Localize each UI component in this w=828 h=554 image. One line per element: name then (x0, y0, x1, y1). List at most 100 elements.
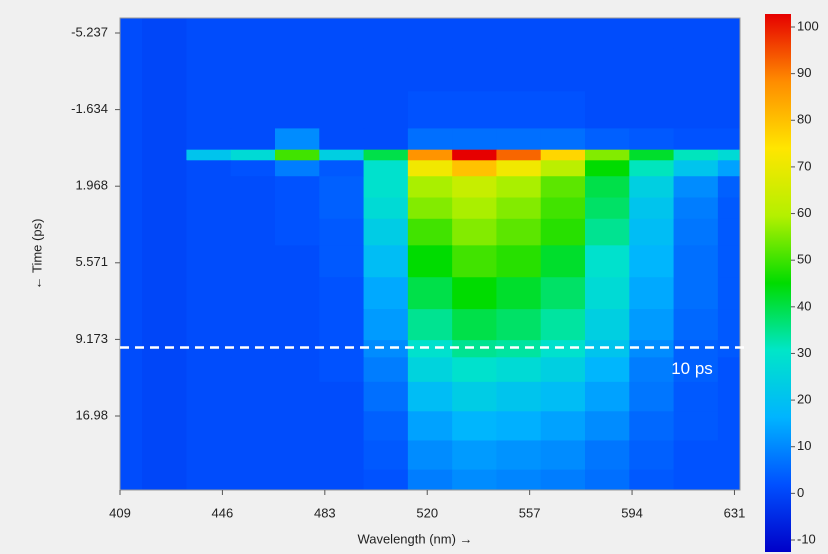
heatmap-cell (142, 128, 187, 151)
heatmap-cell (540, 340, 586, 358)
heatmap-cell (452, 18, 497, 50)
heatmap-cell (629, 91, 675, 129)
heatmap-cell (585, 357, 630, 383)
heatmap-cell (186, 128, 232, 151)
heatmap-cell (673, 197, 719, 220)
heatmap-cell (120, 197, 143, 220)
heatmap-cell (629, 469, 675, 491)
heatmap-cell (629, 48, 675, 92)
heatmap-cell (120, 176, 143, 199)
heatmap-cell (717, 176, 741, 199)
heatmap-cell (275, 149, 320, 161)
heatmap-cell (319, 340, 365, 358)
heatmap-cell (230, 18, 276, 50)
annotation-label: 10 ps (671, 359, 713, 378)
heatmap-cell (142, 91, 187, 129)
heatmap-cell (585, 91, 630, 129)
heatmap-cell (629, 411, 675, 441)
heatmap-cell (319, 245, 365, 278)
heatmap-cell (496, 277, 542, 310)
heatmap-cell (142, 176, 187, 199)
heatmap-cell (540, 440, 586, 471)
heatmap-cell (142, 149, 187, 161)
heatmap-cell (407, 411, 453, 441)
colorbar-tick-label: 10 (797, 438, 811, 453)
heatmap-cell (585, 440, 630, 471)
heatmap-cell (540, 245, 586, 278)
heatmap-cell (186, 160, 232, 177)
heatmap-cell (452, 128, 497, 151)
heatmap-cell (230, 440, 276, 471)
heatmap-cell (363, 340, 409, 358)
plot-frame (119, 17, 741, 491)
heatmap-cell (363, 18, 409, 50)
heatmap-cell (120, 149, 143, 161)
heatmap-cell (673, 357, 719, 383)
heatmap-cell (407, 197, 453, 220)
heatmap-cell (120, 18, 143, 50)
heatmap-cell (230, 160, 276, 177)
heatmap-cell (717, 128, 741, 151)
heatmap-cell (585, 469, 630, 491)
heatmap-cell (452, 245, 497, 278)
heatmap-cell (452, 149, 497, 161)
heatmap-cell (230, 411, 276, 441)
heatmap-cell (717, 48, 741, 92)
heatmap-cell (186, 469, 232, 491)
y-tick-label: 9.173 (75, 331, 108, 346)
heatmap-cell (120, 218, 143, 246)
heatmap-cell (629, 149, 675, 161)
heatmap-cell (142, 340, 187, 358)
heatmap-cell (319, 469, 365, 491)
heatmap-cell (629, 160, 675, 177)
heatmap-cell (319, 91, 365, 129)
heatmap-cell (717, 381, 741, 412)
heatmap-cell (186, 277, 232, 310)
heatmap-cell (717, 469, 741, 491)
heatmap-cell (120, 245, 143, 278)
heatmap-cell (142, 160, 187, 177)
heatmap-cell (496, 48, 542, 92)
heatmap-cell (585, 197, 630, 220)
heatmap-cell (363, 197, 409, 220)
heatmap-cell (540, 218, 586, 246)
colorbar-tick-label: 90 (797, 65, 811, 80)
heatmap-cell (452, 176, 497, 199)
heatmap-cell (717, 245, 741, 278)
heatmap-cell (673, 149, 719, 161)
heatmap-cell (629, 18, 675, 50)
heatmap-cell (407, 245, 453, 278)
heatmap-cell (120, 309, 143, 341)
heatmap-cell (120, 381, 143, 412)
x-tick-label: 594 (621, 505, 643, 520)
heatmap-cell (673, 48, 719, 92)
heatmap-cell (142, 381, 187, 412)
heatmap-cell (717, 197, 741, 220)
heatmap-cell (363, 48, 409, 92)
heatmap-cell (673, 411, 719, 441)
heatmap-cell (319, 128, 365, 151)
heatmap-cell (120, 128, 143, 151)
colorbar-tick-label: 30 (797, 345, 811, 360)
heatmap-cell (673, 309, 719, 341)
colorbar-tick-label: -10 (797, 531, 816, 546)
heatmap-cell (275, 18, 320, 50)
heatmap-cell (275, 381, 320, 412)
heatmap-cell (540, 128, 586, 151)
heatmap-cell (585, 245, 630, 278)
heatmap-cell (142, 469, 187, 491)
heatmap-cell (629, 357, 675, 383)
heatmap-cell (275, 340, 320, 358)
heatmap-cell (585, 340, 630, 358)
heatmap-cell (363, 411, 409, 441)
heatmap-cell (275, 197, 320, 220)
heatmap-cell (673, 469, 719, 491)
heatmap-cell (540, 381, 586, 412)
heatmap-cell (540, 411, 586, 441)
heatmap-cell (142, 357, 187, 383)
y-tick-label: -1.634 (71, 101, 108, 116)
heatmap-cell (120, 48, 143, 92)
colorbar-tick-label: 50 (797, 252, 811, 267)
heatmap (120, 18, 741, 491)
heatmap-cell (230, 176, 276, 199)
